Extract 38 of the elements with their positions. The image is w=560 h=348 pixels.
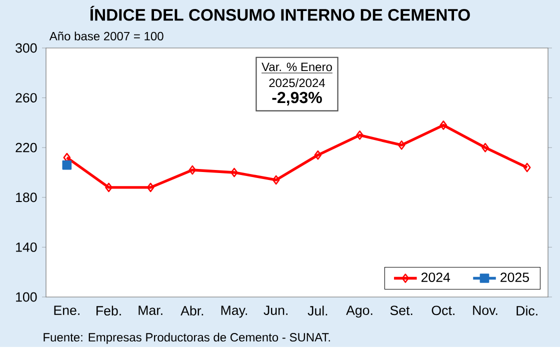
x-tick-label: Set. [390, 306, 412, 315]
y-tick-label: 140 [16, 242, 37, 252]
y-tick-label: 100 [16, 292, 37, 302]
legend-label: 2025 [500, 272, 529, 282]
x-tick-label: Ene. [54, 306, 80, 315]
chart-title: ÍNDICE DEL CONSUMO INTERNO DE CEMENTO [90, 6, 470, 21]
point [356, 130, 364, 140]
x-tick-label: Dic. [516, 306, 538, 316]
x-tick-label: Jun. [264, 306, 288, 315]
y-tick-label: 180 [16, 192, 37, 202]
point [188, 165, 196, 174]
point [482, 142, 489, 152]
point [146, 182, 154, 192]
point [105, 182, 112, 192]
point [398, 140, 406, 150]
annotation: 2025/2024 [269, 78, 325, 87]
point [62, 160, 72, 170]
x-tick-label: Abr. [180, 306, 204, 316]
x-tick-label: Feb. [96, 306, 121, 316]
x-tick-label: Jul. [308, 306, 328, 316]
x-tick-label: Mar. [138, 306, 162, 315]
source-note: Fuente: Empresas Productoras de Cemento - SUNAT. [44, 332, 330, 344]
x-tick-label: Ago. [346, 306, 372, 318]
chart-subtitle: Año base 2007 = 100 [49, 31, 164, 40]
annotation: -2,93% [272, 92, 322, 106]
y-tick-label: 300 [16, 43, 37, 53]
x-tick-label: May. [221, 306, 247, 318]
point [440, 120, 448, 130]
point [314, 150, 322, 160]
point [230, 168, 238, 177]
x-tick-label: Oct. [432, 306, 454, 315]
legend-label: 2024 [421, 272, 450, 282]
y-tick-label: 260 [16, 92, 37, 102]
point [272, 175, 280, 184]
point [523, 162, 531, 172]
y-tick-label: 220 [16, 142, 37, 152]
x-tick-label: Nov. [473, 306, 498, 315]
annotation: Var. % Enero [262, 62, 332, 71]
